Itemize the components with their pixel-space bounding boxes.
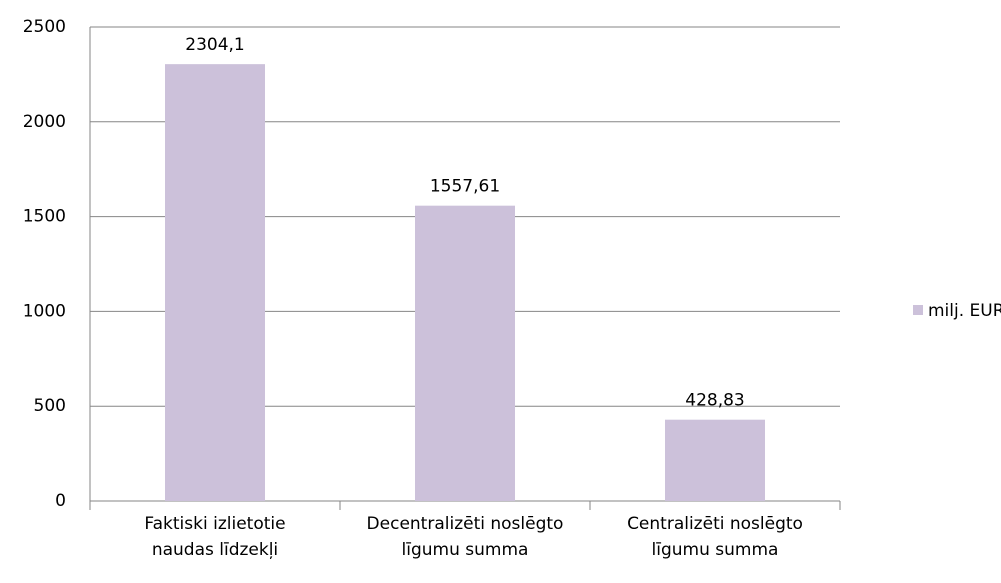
value-label: 428,83 <box>685 391 744 411</box>
y-tick-label: 500 <box>34 396 66 416</box>
x-tick-label: Decentralizēti noslēgto līgumu summa <box>367 514 564 560</box>
x-tick-label: Centralizēti noslēgto līgumu summa <box>627 514 803 560</box>
value-label: 2304,1 <box>185 35 244 55</box>
bar <box>665 419 765 501</box>
legend-label: milj. EUR <box>928 301 1001 321</box>
y-tick-label: 1500 <box>23 207 66 227</box>
bar <box>415 205 515 502</box>
bar <box>165 64 265 501</box>
x-tick-label: Faktiski izlietotie naudas līdzekļi <box>144 514 285 560</box>
y-tick-label: 2000 <box>23 112 66 132</box>
y-tick-label: 1000 <box>23 301 66 321</box>
value-label: 1557,61 <box>430 177 500 197</box>
y-tick-label: 2500 <box>23 17 66 37</box>
y-tick-label: 0 <box>55 491 66 511</box>
legend-swatch <box>913 305 923 315</box>
